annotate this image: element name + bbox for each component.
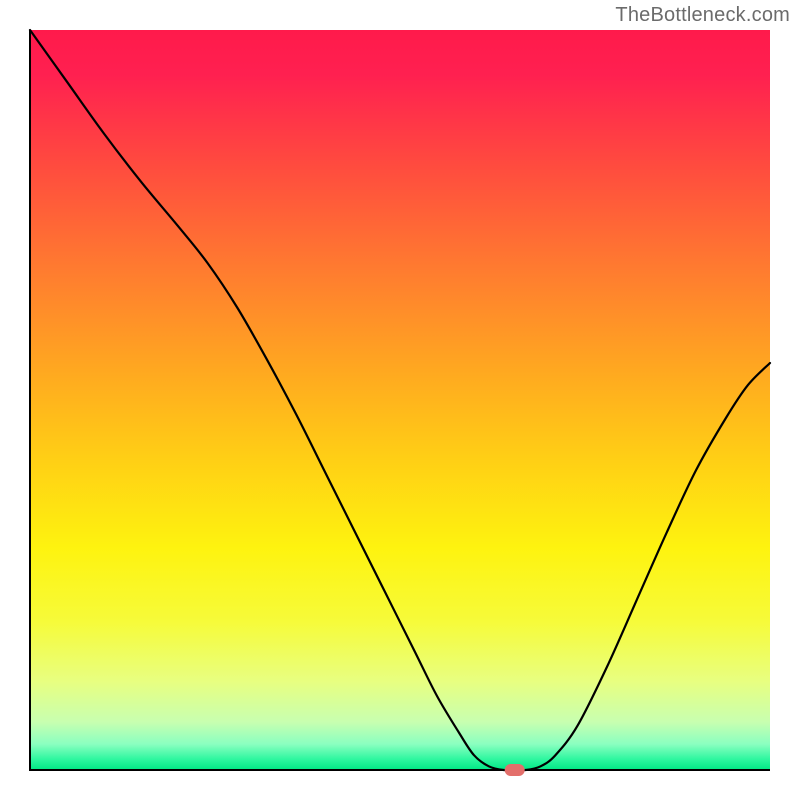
optimum-marker xyxy=(505,764,525,776)
plot-background xyxy=(30,30,770,770)
watermark-text: TheBottleneck.com xyxy=(615,4,790,27)
bottleneck-curve-chart xyxy=(0,0,800,800)
